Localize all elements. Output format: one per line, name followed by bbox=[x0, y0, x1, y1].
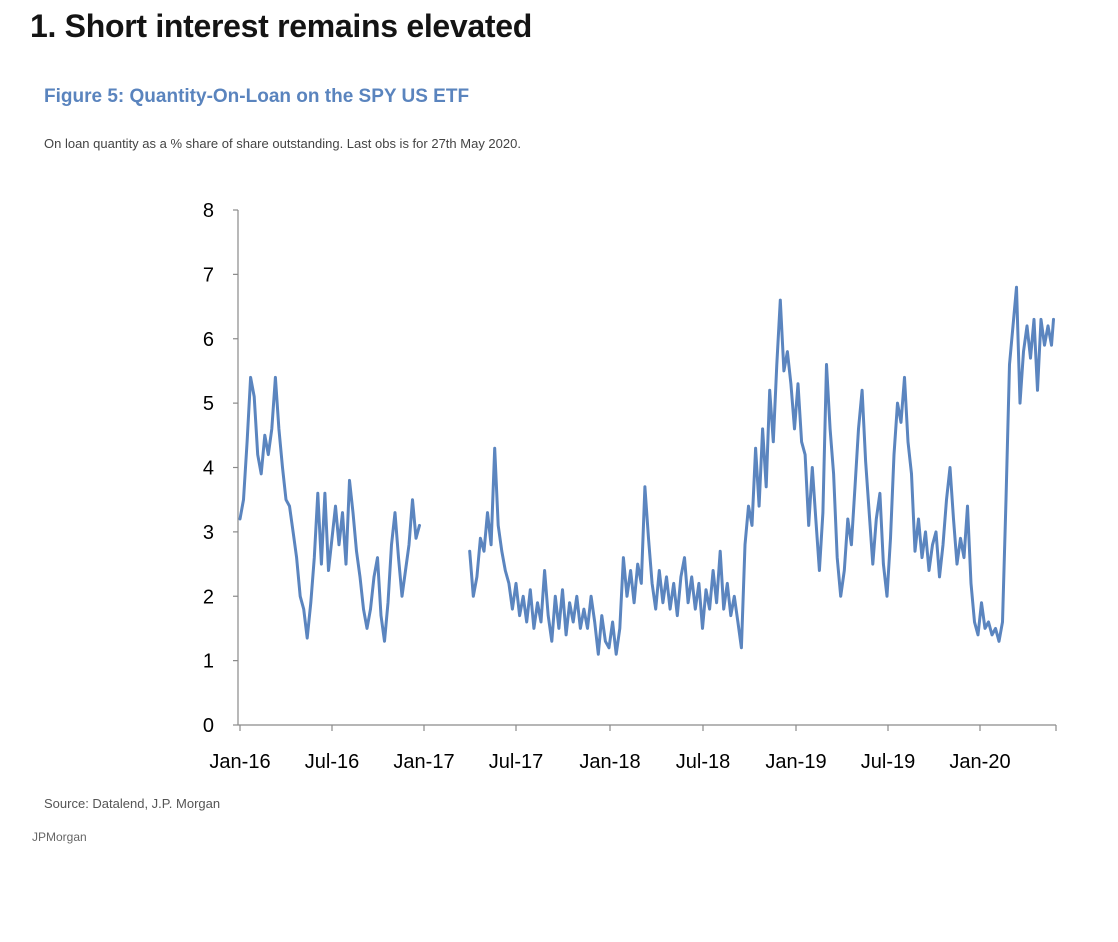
chart-series bbox=[238, 285, 1055, 656]
brand-label: JPMorgan bbox=[32, 830, 87, 844]
y-tick-label: 7 bbox=[203, 264, 214, 286]
y-tick-label: 5 bbox=[203, 393, 214, 415]
series-line-segment bbox=[238, 375, 421, 643]
y-tick-label: 6 bbox=[203, 329, 214, 351]
x-tick-label: Jul-19 bbox=[861, 751, 915, 773]
page-headline: 1. Short interest remains elevated bbox=[30, 8, 533, 44]
y-tick-label: 3 bbox=[203, 522, 214, 544]
y-tick-label: 8 bbox=[203, 200, 214, 222]
y-tick-label: 2 bbox=[203, 586, 214, 608]
x-tick-label: Jul-17 bbox=[489, 751, 543, 773]
x-tick-label: Jan-17 bbox=[393, 751, 454, 773]
x-tick-label: Jan-18 bbox=[579, 751, 640, 773]
chart-tick-labels: 0 1 2 3 4 5 6 7 8 Jan-16 Jul-16 Jan-17 Jul-17 Jan-18 J… bbox=[203, 200, 1011, 773]
x-tick-label: Jan-16 bbox=[209, 751, 270, 773]
x-tick-label: Jan-20 bbox=[949, 751, 1010, 773]
y-tick-label: 4 bbox=[203, 458, 214, 480]
figure-subtitle: On loan quantity as a % share of share o… bbox=[44, 136, 521, 151]
x-tick-label: Jul-16 bbox=[305, 751, 359, 773]
x-tick-label: Jul-18 bbox=[676, 751, 730, 773]
y-tick-label: 0 bbox=[203, 715, 214, 737]
figure-title: Figure 5: Quantity-On-Loan on the SPY US… bbox=[44, 86, 470, 107]
y-tick-label: 1 bbox=[203, 651, 214, 673]
x-tick-label: Jan-19 bbox=[765, 751, 826, 773]
source-note: Source: Datalend, J.P. Morgan bbox=[44, 796, 221, 811]
series-line-segment bbox=[468, 285, 1055, 656]
chart-axes bbox=[233, 209, 1057, 731]
